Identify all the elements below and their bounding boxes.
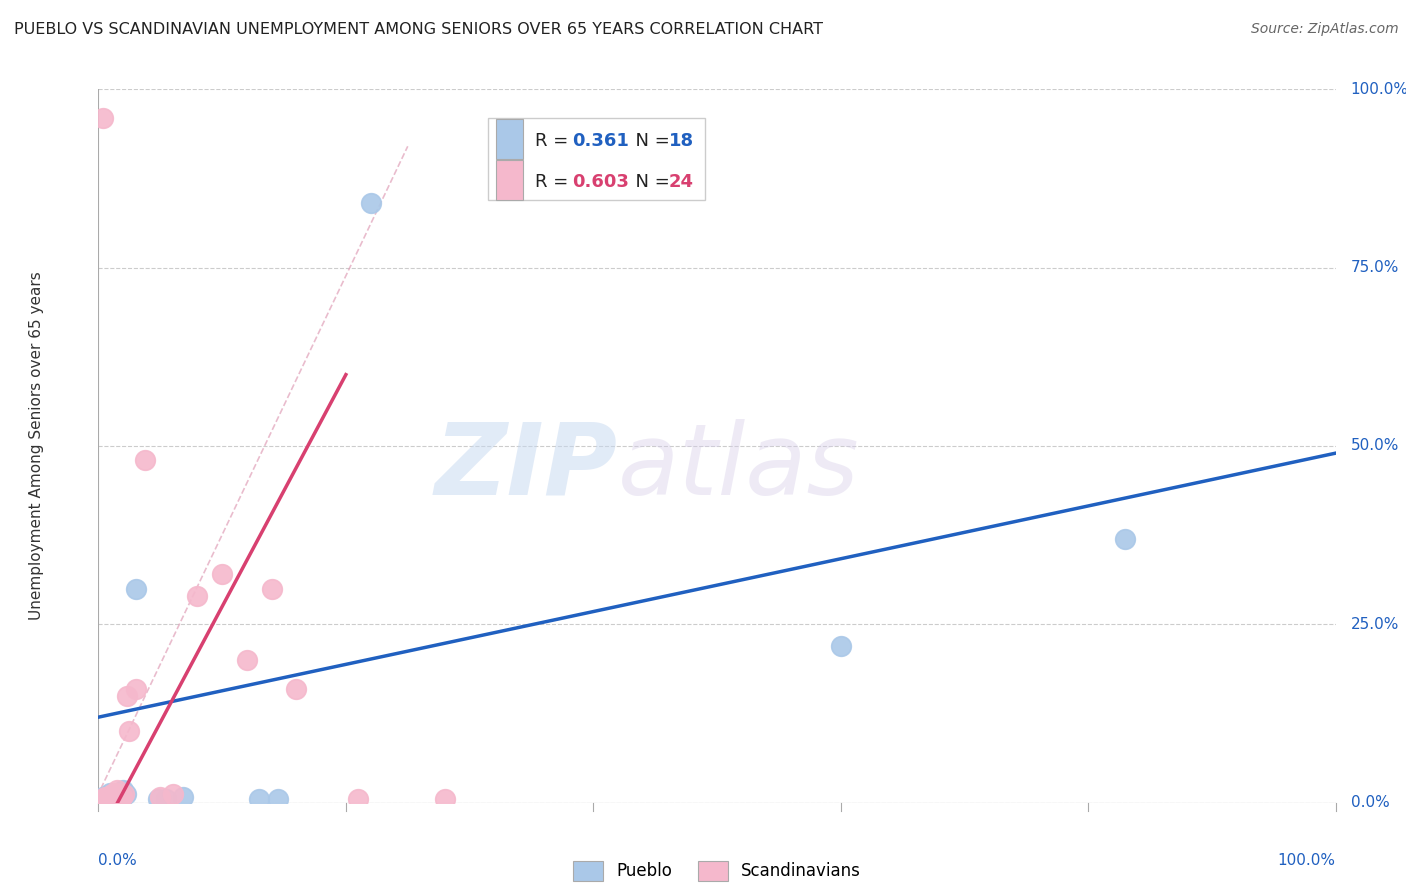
Point (162, 787, 184, 801)
Point (112, 783, 135, 797)
Point (96, 791, 118, 805)
Point (149, 790, 172, 805)
Text: 100.0%: 100.0% (1351, 82, 1406, 96)
Point (111, 790, 134, 805)
Text: 18: 18 (669, 132, 695, 150)
Point (93, 111, 115, 125)
Text: N =: N = (624, 173, 676, 191)
Point (96, 789, 118, 803)
Text: PUEBLO VS SCANDINAVIAN UNEMPLOYMENT AMONG SENIORS OVER 65 YEARS CORRELATION CHAR: PUEBLO VS SCANDINAVIAN UNEMPLOYMENT AMON… (14, 22, 823, 37)
Point (115, 689, 138, 703)
Point (211, 567, 233, 582)
Point (155, 791, 177, 805)
Point (347, 792, 370, 806)
Text: R =: R = (536, 173, 574, 191)
Point (110, 791, 132, 805)
Point (124, 582, 146, 596)
Bar (495, 161, 523, 200)
Point (114, 787, 136, 801)
Point (101, 787, 124, 801)
Point (103, 786, 125, 800)
Point (103, 789, 125, 803)
Text: R =: R = (536, 132, 574, 150)
Point (91, 792, 114, 806)
Point (1114, 532, 1136, 546)
Point (172, 790, 194, 805)
Text: 25.0%: 25.0% (1351, 617, 1399, 632)
Point (433, 792, 456, 806)
Text: 75.0%: 75.0% (1351, 260, 1399, 275)
Point (93, 790, 115, 805)
Point (118, 724, 141, 739)
Point (146, 791, 169, 805)
Point (830, 639, 852, 653)
Text: Unemployment Among Seniors over 65 years: Unemployment Among Seniors over 65 years (30, 272, 44, 620)
Point (98, 786, 121, 800)
Point (134, 453, 156, 467)
Point (112, 787, 135, 801)
Point (247, 791, 270, 805)
Point (186, 589, 208, 603)
Point (98, 789, 121, 803)
Point (93, 790, 115, 805)
Text: 0.0%: 0.0% (98, 853, 138, 868)
Bar (495, 120, 523, 159)
Text: Source: ZipAtlas.com: Source: ZipAtlas.com (1251, 22, 1399, 37)
Point (108, 790, 131, 805)
Text: 0.361: 0.361 (572, 132, 628, 150)
Text: 100.0%: 100.0% (1278, 853, 1336, 868)
Point (236, 653, 259, 667)
Point (360, 196, 382, 211)
Text: 50.0%: 50.0% (1351, 439, 1399, 453)
Text: 24: 24 (669, 173, 693, 191)
Point (101, 790, 124, 805)
Point (107, 790, 129, 805)
Point (260, 582, 283, 596)
Point (105, 783, 128, 797)
Text: N =: N = (624, 132, 676, 150)
Text: 0.603: 0.603 (572, 173, 628, 191)
Text: atlas: atlas (619, 419, 859, 516)
Legend: Pueblo, Scandinavians: Pueblo, Scandinavians (567, 855, 868, 888)
Point (267, 791, 290, 805)
Text: ZIP: ZIP (434, 419, 619, 516)
Point (285, 681, 308, 696)
Bar (488, 118, 704, 200)
Text: 0.0%: 0.0% (1351, 796, 1389, 810)
Point (124, 681, 146, 696)
